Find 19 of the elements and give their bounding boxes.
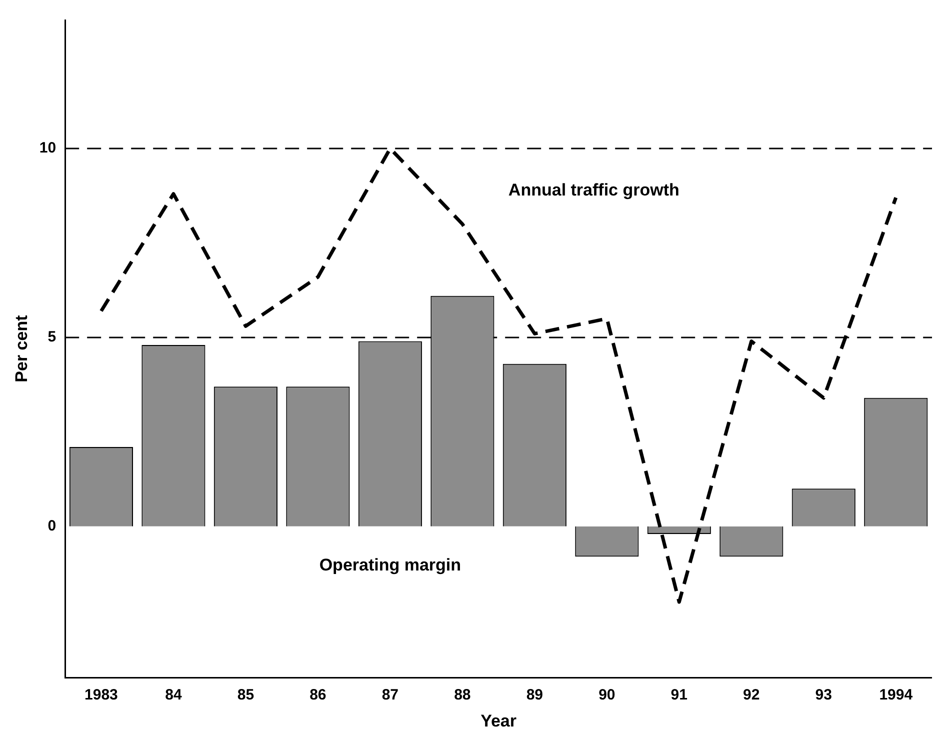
x-tick-label: 90 bbox=[598, 686, 616, 704]
y-tick-label: 10 bbox=[39, 140, 56, 157]
x-axis-title: Year bbox=[480, 711, 517, 730]
annotation: Operating margin bbox=[319, 555, 462, 574]
x-tick-label: 85 bbox=[237, 686, 254, 704]
x-tick-label: 1983 bbox=[84, 686, 118, 704]
x-tick-label: 87 bbox=[382, 686, 399, 704]
y-tick-label: 5 bbox=[48, 328, 56, 346]
y-axis-title: Per cent bbox=[12, 314, 31, 382]
x-tick-label: 86 bbox=[310, 686, 326, 704]
x-tick-label: 88 bbox=[454, 686, 471, 704]
x-tick-label: 91 bbox=[670, 686, 688, 704]
x-tick-label: 93 bbox=[815, 686, 832, 704]
y-tick-label: 0 bbox=[48, 518, 56, 535]
x-tick-label: 1994 bbox=[879, 686, 914, 704]
x-tick-label: 84 bbox=[165, 686, 182, 704]
x-tick-label: 89 bbox=[526, 686, 544, 704]
annotation: Annual traffic growth bbox=[508, 180, 680, 200]
x-tick-label: 92 bbox=[743, 686, 760, 704]
